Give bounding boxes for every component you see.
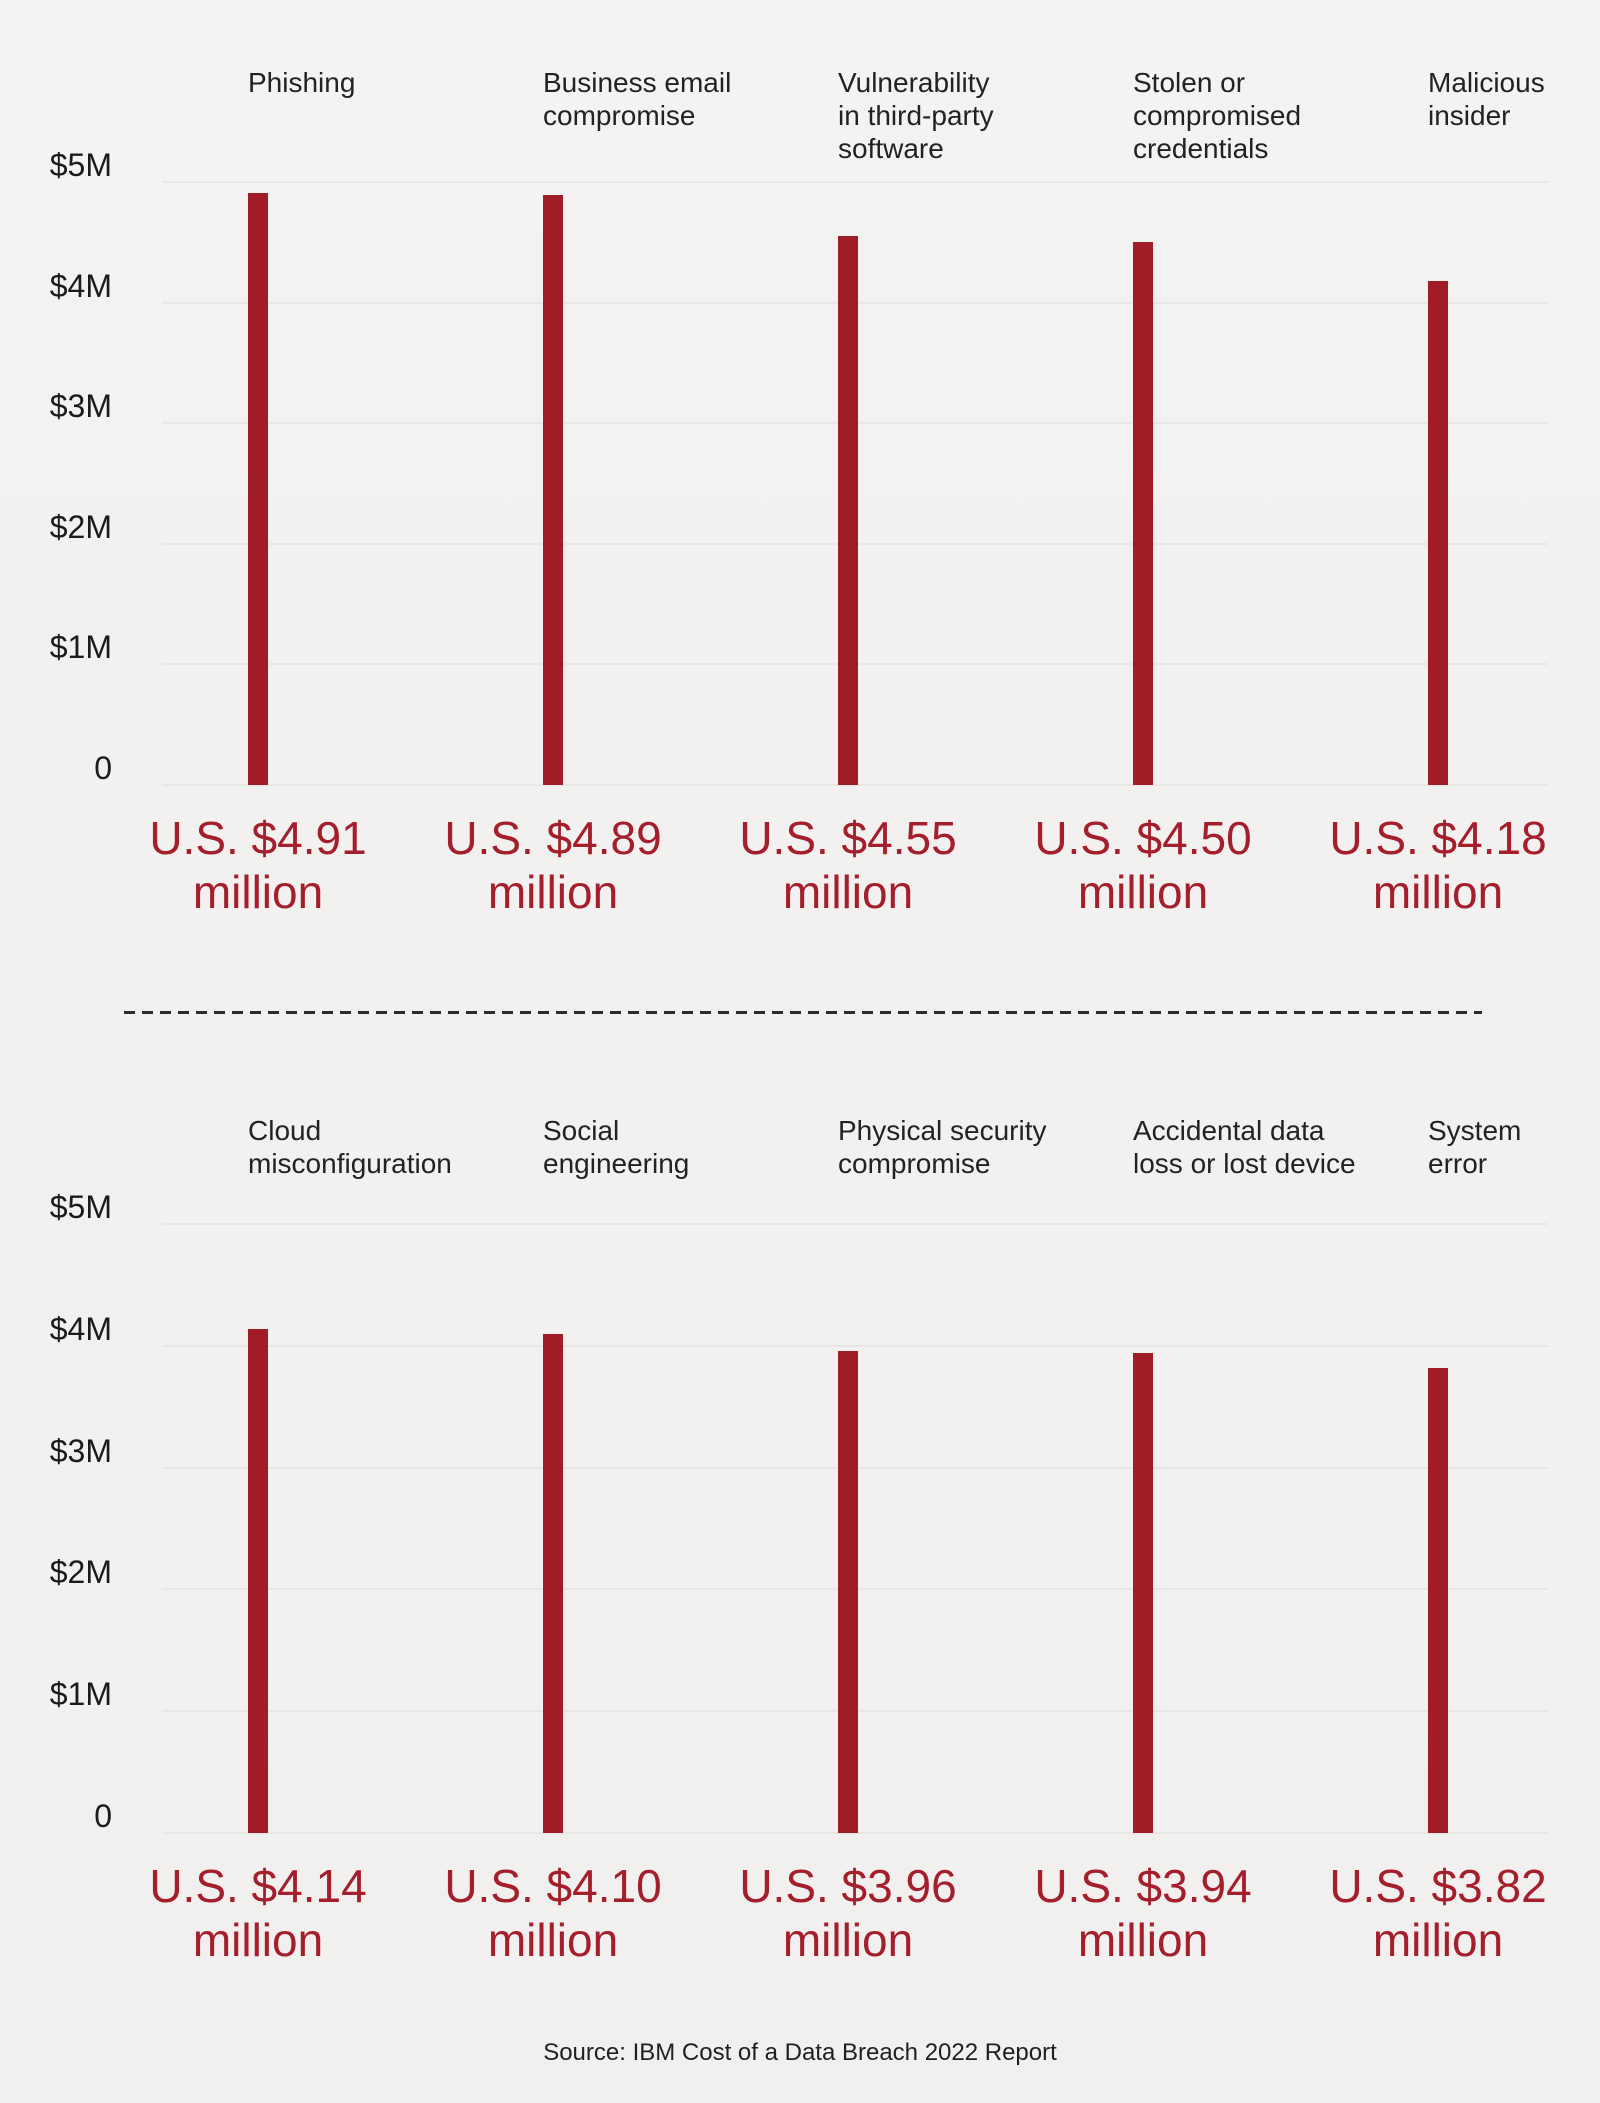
column-header-line: compromise	[543, 100, 696, 131]
value-label-amount: U.S. $4.91	[149, 812, 367, 864]
column-header: Accidental data loss or lost device	[1133, 1114, 1356, 1180]
column-header-line: engineering	[543, 1148, 690, 1179]
column-header-line: Phishing	[248, 67, 356, 98]
column-header-line: Social	[543, 1115, 620, 1146]
value-label-unit: million	[782, 1914, 914, 1966]
bar	[543, 195, 563, 785]
column-header-line: misconfiguration	[248, 1148, 452, 1179]
column-header-line: insider	[1428, 100, 1511, 131]
column-header-line: System	[1428, 1115, 1522, 1146]
column-header-line: software	[838, 133, 944, 164]
column-header-line: Vulnerability	[838, 67, 990, 98]
column-header: Business email compromise	[543, 66, 731, 132]
column-header-line: compromised	[1133, 100, 1302, 131]
value-label-amount: U.S. $4.50	[1034, 812, 1252, 864]
column-header: System error	[1428, 1114, 1521, 1180]
column-header: Social engineering	[543, 1114, 689, 1180]
bar	[248, 1328, 268, 1833]
bar	[838, 1350, 858, 1833]
column-header-line: compromise	[838, 1148, 991, 1179]
bar	[1133, 1353, 1153, 1833]
source-caption: Source: IBM Cost of a Data Breach 2022 R…	[543, 2039, 1057, 2066]
column-header-line: loss or lost device	[1133, 1148, 1356, 1179]
column-header: Phishing	[248, 66, 355, 99]
column-header: Stolen or compromised credentials	[1133, 66, 1301, 165]
value-label: U.S. $4.55 million	[698, 811, 998, 919]
gridline	[162, 181, 1548, 183]
value-label: U.S. $4.50 million	[993, 811, 1293, 919]
column-header: Physical security compromise	[838, 1114, 1047, 1180]
column-header-line: credentials	[1133, 133, 1269, 164]
y-axis-tick-label: $3M	[49, 1432, 112, 1469]
value-label: U.S. $4.18 million	[1288, 811, 1588, 919]
y-axis-tick-label: 0	[94, 750, 112, 786]
bar	[838, 236, 858, 785]
value-label-unit: million	[487, 1914, 619, 1966]
value-label-amount: U.S. $4.89	[444, 812, 662, 864]
value-label-unit: million	[487, 866, 619, 918]
bar	[1428, 1367, 1448, 1833]
value-label: U.S. $3.96 million	[698, 1859, 998, 1967]
value-label-amount: U.S. $4.55	[739, 812, 957, 864]
column-header: Vulnerability in third-party software	[838, 66, 994, 165]
y-axis-tick-label: $4M	[49, 1310, 112, 1347]
value-label: U.S. $3.94 million	[993, 1859, 1293, 1967]
gridline	[162, 1344, 1548, 1347]
gridline	[162, 784, 1548, 786]
column-header-line: Stolen or	[1133, 67, 1246, 98]
value-label-unit: million	[1372, 866, 1504, 918]
y-axis-tick-label: $1M	[49, 1676, 112, 1713]
bar	[1133, 242, 1153, 785]
column-header: Malicious insider	[1428, 66, 1545, 132]
value-label-amount: U.S. $4.10	[444, 1860, 662, 1912]
value-label-amount: U.S. $4.14	[149, 1860, 367, 1912]
y-axis-tick-label: $1M	[49, 629, 112, 666]
divider-dashed-line	[124, 1011, 1482, 1014]
gridline	[162, 1223, 1548, 1225]
value-label-unit: million	[1077, 1914, 1209, 1966]
column-header-line: error	[1428, 1148, 1488, 1179]
column-header-line: Accidental data	[1133, 1115, 1325, 1146]
y-axis-tick-label: $4M	[49, 267, 112, 304]
y-axis-tick-label: 0	[94, 1798, 112, 1834]
y-axis-tick-label: $5M	[49, 1189, 112, 1225]
column-header-line: Cloud	[248, 1115, 322, 1146]
value-label: U.S. $4.14 million	[108, 1859, 408, 1967]
value-label: U.S. $3.82 million	[1288, 1859, 1588, 1967]
y-axis-tick-label: $2M	[49, 508, 112, 545]
gridline	[162, 1832, 1548, 1834]
y-axis-tick-label: $3M	[49, 388, 112, 425]
value-label-unit: million	[1077, 866, 1209, 918]
value-label: U.S. $4.91 million	[108, 811, 408, 919]
column-header-line: Malicious	[1428, 67, 1545, 98]
value-label-amount: U.S. $4.18	[1329, 812, 1547, 864]
value-label: U.S. $4.10 million	[403, 1859, 703, 1967]
value-label-unit: million	[192, 1914, 324, 1966]
column-header: Cloud misconfiguration	[248, 1114, 452, 1180]
bar	[248, 192, 268, 785]
y-axis-tick-label: $2M	[49, 1554, 112, 1591]
y-axis-tick-label: $5M	[49, 147, 112, 183]
value-label-amount: U.S. $3.82	[1329, 1860, 1547, 1912]
value-label-unit: million	[192, 866, 324, 918]
column-header-line: Business email	[543, 67, 732, 98]
bar	[543, 1333, 563, 1833]
value-label-unit: million	[1372, 1914, 1504, 1966]
bar	[1428, 280, 1448, 785]
column-header-line: in third-party	[838, 100, 994, 131]
column-header-line: Physical security	[838, 1115, 1047, 1146]
value-label-amount: U.S. $3.94	[1034, 1860, 1252, 1912]
value-label-unit: million	[782, 866, 914, 918]
value-label: U.S. $4.89 million	[403, 811, 703, 919]
value-label-amount: U.S. $3.96	[739, 1860, 957, 1912]
